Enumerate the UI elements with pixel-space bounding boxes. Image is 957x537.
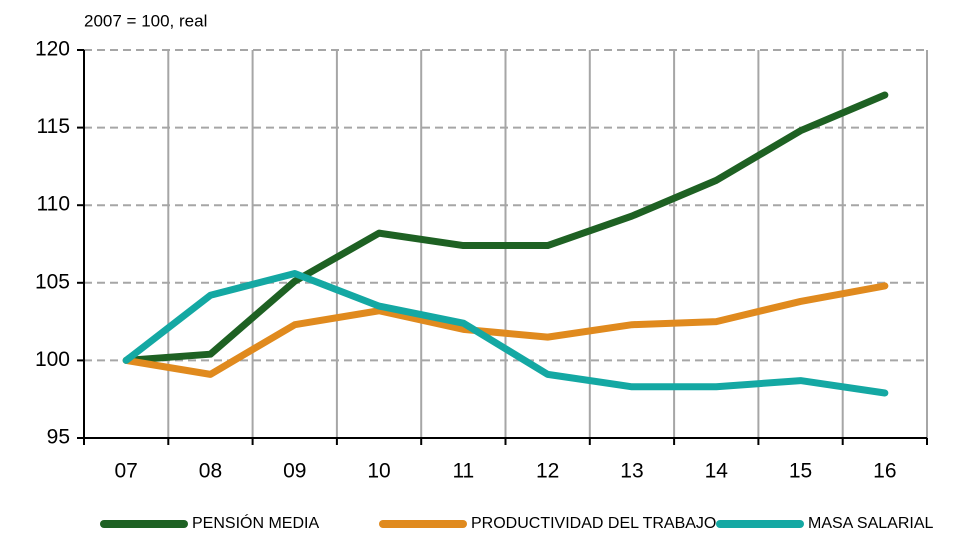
y-tick-label: 110 — [37, 193, 70, 216]
y-tick-label: 120 — [35, 38, 70, 61]
legend-label: PENSIÓN MEDIA — [192, 513, 319, 532]
y-tick-label: 100 — [35, 348, 70, 371]
legend-label: MASA SALARIAL — [808, 515, 933, 532]
y-tick-label: 105 — [35, 270, 70, 293]
x-tick-label: 08 — [199, 460, 222, 483]
chart-subtitle: 2007 = 100, real — [84, 11, 207, 30]
legend-label: PRODUCTIVIDAD DEL TRABAJO — [471, 515, 716, 532]
x-tick-label: 12 — [536, 460, 559, 483]
x-tick-label: 11 — [452, 460, 474, 483]
series-line — [122, 282, 889, 378]
x-tick-label: 16 — [873, 460, 896, 483]
x-tick-label: 10 — [367, 460, 390, 483]
x-tick-label: 15 — [789, 460, 812, 483]
x-tick-label: 14 — [705, 460, 729, 483]
series-line — [122, 91, 889, 364]
x-tick-label: 09 — [283, 460, 306, 483]
x-tick-label: 07 — [114, 460, 137, 483]
series-line — [122, 269, 889, 397]
x-tick-label: 13 — [620, 460, 643, 483]
y-tick-label: 115 — [37, 115, 70, 138]
y-tick-label: 95 — [47, 426, 70, 449]
